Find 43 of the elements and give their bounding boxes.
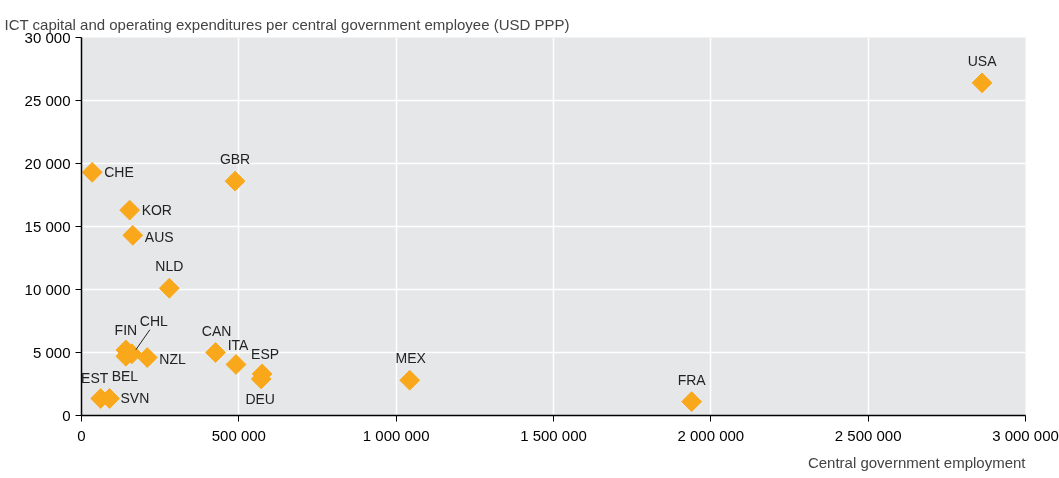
point xyxy=(119,199,141,221)
annotation: CHE xyxy=(104,164,134,181)
annotation: GBR xyxy=(219,151,251,168)
annotation: AUS xyxy=(144,229,174,246)
annotation: FIN xyxy=(114,321,138,338)
point xyxy=(225,354,247,375)
annotation: CAN xyxy=(201,322,232,339)
point xyxy=(158,277,180,299)
annotation: KOR xyxy=(141,202,172,219)
x-tick-label: 1 500 000 xyxy=(520,426,587,444)
annotation: CHL xyxy=(139,312,169,329)
annotation: FRA xyxy=(677,371,707,388)
annotation: USA xyxy=(967,52,998,69)
x-tick-label: 0 xyxy=(77,426,86,444)
annotation: ESP xyxy=(251,345,280,362)
y-tick-label: 15 000 xyxy=(24,218,71,235)
x-tick-label: 1 000 000 xyxy=(362,426,430,444)
annotation: EST xyxy=(81,370,109,387)
y-tick-label: 5 000 xyxy=(32,344,71,361)
point xyxy=(136,347,158,368)
annotation: NZL xyxy=(159,350,186,367)
annotation: DEU xyxy=(245,390,275,407)
x-tick-label: 2 500 000 xyxy=(834,426,902,444)
point xyxy=(122,224,144,246)
point xyxy=(681,391,703,413)
x-tick-label: 500 000 xyxy=(211,426,266,444)
annotation: SVN xyxy=(120,390,150,407)
y-tick-label: 0 xyxy=(62,407,71,424)
point xyxy=(205,342,226,363)
annotation: ITA xyxy=(227,337,250,354)
point xyxy=(399,369,421,391)
point xyxy=(81,161,103,183)
point xyxy=(971,72,993,94)
y-tick-label: 10 000 xyxy=(24,281,71,298)
annotation: MEX xyxy=(395,350,427,367)
x-tick-label: 3 000 000 xyxy=(992,426,1059,444)
x-tick-label: 2 000 000 xyxy=(677,426,745,444)
annotation: NLD xyxy=(155,258,184,275)
annotation: BEL xyxy=(111,368,139,385)
x-axis-title: Central government employment xyxy=(807,453,1027,471)
y-tick-label: 20 000 xyxy=(24,155,71,172)
point xyxy=(224,170,246,192)
y-tick-label: 25 000 xyxy=(24,92,71,109)
